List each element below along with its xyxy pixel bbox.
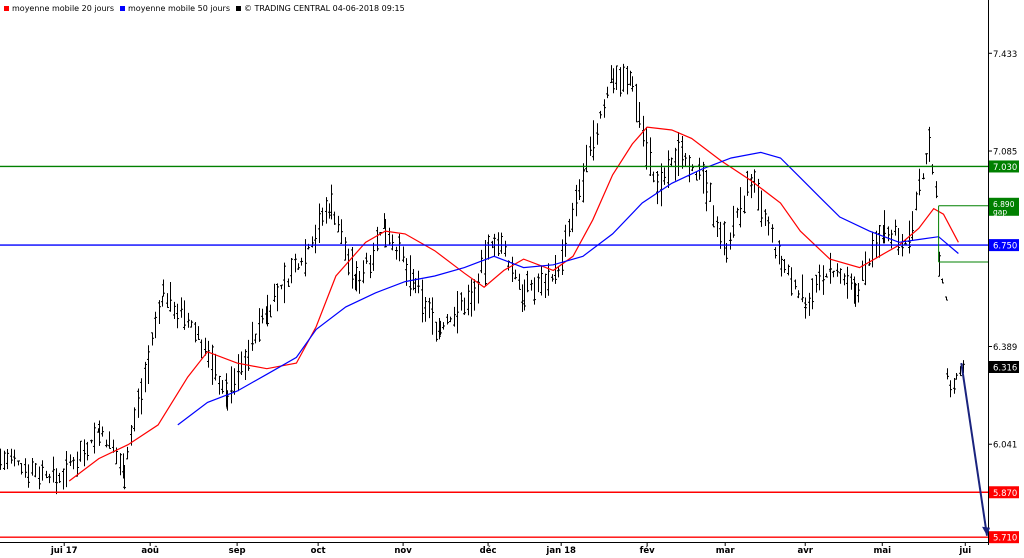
- legend-label-ma20: moyenne mobile 20 jours: [12, 4, 114, 13]
- price-levels: 7.030 6.750 5.870 5.710: [0, 160, 1019, 544]
- red-square-icon: [4, 6, 9, 11]
- price-level-label: 5.710: [993, 534, 1017, 544]
- x-tick-label: mar: [716, 546, 736, 556]
- price-level-label-box: [989, 486, 1019, 499]
- x-tick-label: aoû: [141, 546, 159, 556]
- last-price-box: [989, 360, 1019, 373]
- gap-text-label: gap: [993, 207, 1007, 216]
- y-tick-label: 7.433: [993, 50, 1017, 60]
- price-level-label: 5.870: [993, 489, 1017, 499]
- projection-arrow: [960, 362, 989, 536]
- ma50-line: [177, 151, 959, 426]
- ma20-line: [68, 126, 959, 482]
- gap-label-box: [989, 197, 1019, 216]
- price-level-label-box: [989, 160, 1019, 173]
- legend-label-ma50: moyenne mobile 50 jours: [128, 4, 230, 13]
- price-level-label: 7.030: [993, 163, 1017, 173]
- y-tick-label: 7.085: [993, 148, 1017, 158]
- x-tick-label: jan 18: [545, 546, 576, 556]
- price-level-label-box: [989, 531, 1019, 544]
- x-tick-label: jui: [958, 546, 971, 556]
- ohlc-bars: [0, 63, 965, 495]
- y-tick-label: 6.389: [993, 343, 1017, 353]
- x-tick-label: mai: [874, 546, 892, 556]
- x-tick-label: sep: [229, 546, 246, 556]
- moving-average-lines: [68, 126, 959, 482]
- legend-item-source: © TRADING CENTRAL 04-06-2018 09:15: [236, 4, 405, 13]
- chart-legend: moyenne mobile 20 jours moyenne mobile 5…: [4, 4, 405, 13]
- legend-item-ma20: moyenne mobile 20 jours: [4, 4, 114, 13]
- y-tick-label: 6.041: [993, 441, 1017, 451]
- source-label: © TRADING CENTRAL 04-06-2018 09:15: [244, 4, 405, 13]
- x-tick-label: jui 17: [50, 546, 78, 556]
- gap-value-label: 6.890: [993, 200, 1015, 209]
- black-square-icon: [236, 6, 241, 11]
- legend-item-ma50: moyenne mobile 50 jours: [120, 4, 230, 13]
- price-level-label-box: [989, 239, 1019, 252]
- x-tick-label: nov: [394, 546, 412, 556]
- x-tick-label: fév: [640, 545, 655, 556]
- x-tick-label: déc: [480, 545, 497, 556]
- last-price-label: 6.316: [993, 363, 1017, 373]
- price-level-label: 6.750: [993, 242, 1017, 252]
- x-tick-label: avr: [797, 546, 813, 556]
- arrowhead-icon: [982, 526, 991, 536]
- x-tick-label: oct: [311, 546, 326, 556]
- blue-square-icon: [120, 6, 125, 11]
